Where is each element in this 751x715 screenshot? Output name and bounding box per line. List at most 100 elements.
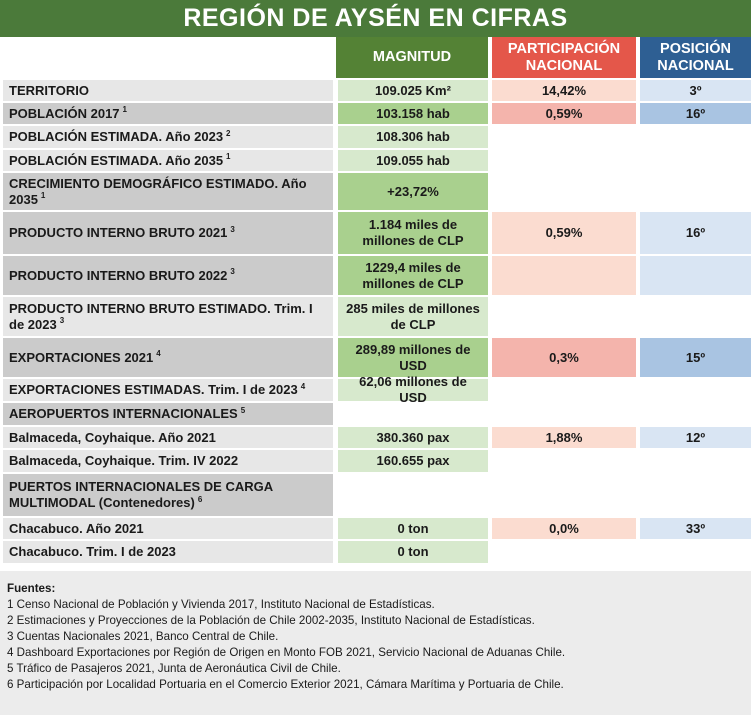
table-row: EXPORTACIONES ESTIMADAS. Trim. I de 2023…: [0, 374, 751, 405]
table-row: PRODUCTO INTERNO BRUTO 2022 3 1229,4 miles…: [0, 256, 751, 295]
table-row: EXPORTACIONES 2021 4 289,89 millones de US…: [0, 338, 751, 377]
row-label-text: PRODUCTO INTERNO BRUTO 2021: [9, 225, 228, 240]
table-row: Chacabuco. Año 2021 0 ton 0,0% 33º: [0, 518, 751, 539]
table-row: Balmaceda, Coyhaique. Trim. IV 2022 160.6…: [0, 450, 751, 472]
row-label-text: Chacabuco. Año 2021: [9, 520, 144, 536]
cell-posicion: 3º: [640, 80, 751, 101]
cell-participacion: [492, 256, 636, 295]
row-label-text: EXPORTACIONES ESTIMADAS. Trim. I de 2023: [9, 382, 298, 397]
footnote-marker: 5: [240, 405, 246, 415]
cell-magnitud: 1.184 miles de millones de CLP: [338, 212, 488, 254]
source-item: 4 Dashboard Exportaciones por Región de …: [7, 646, 566, 659]
cell-posicion: 16º: [640, 103, 751, 124]
table-row: AEROPUERTOS INTERNACIONALES 5: [0, 403, 751, 425]
cell-participacion: 0,59%: [492, 103, 636, 124]
row-label: TERRITORIO: [3, 80, 333, 101]
table-row: CRECIMIENTO DEMOGRÁFICO ESTIMADO. Año 20…: [0, 173, 751, 210]
cell-participacion: 0,0%: [492, 518, 636, 539]
row-label: PRODUCTO INTERNO BRUTO ESTIMADO. Trim. I…: [3, 297, 333, 336]
row-label-text: TERRITORIO: [9, 82, 89, 98]
cell-posicion: 12º: [640, 427, 751, 448]
cell-magnitud: 289,89 millones de USD: [338, 338, 488, 377]
footnote-marker: 2: [226, 128, 231, 138]
row-label: EXPORTACIONES 2021 4: [3, 338, 333, 377]
row-label-text: Chacabuco. Trim. I de 2023: [9, 544, 176, 559]
table-row: POBLACIÓN ESTIMADA. Año 2035 1 109.055 hab: [0, 150, 751, 171]
table-row: PUERTOS INTERNACIONALES DE CARGA MULTIMO…: [0, 474, 751, 516]
row-label-text: CRECIMIENTO DEMOGRÁFICO ESTIMADO. Año 20…: [9, 175, 307, 207]
row-label-text: PRODUCTO INTERNO BRUTO 2022: [9, 267, 228, 283]
row-label-text: EXPORTACIONES 2021: [9, 349, 154, 365]
row-label-text: PUERTOS INTERNACIONALES DE CARGA MULTIMO…: [9, 479, 273, 510]
source-item: 5 Tráfico de Pasajeros 2021, Junta de Ae…: [7, 662, 341, 675]
cell-magnitud: 1229,4 miles de millones de CLP: [338, 256, 488, 295]
source-item: 3 Cuentas Nacionales 2021, Banco Central…: [7, 630, 279, 643]
row-label: Balmaceda, Coyhaique. Trim. IV 2022: [3, 450, 333, 472]
cell-posicion: [640, 256, 751, 295]
row-label: PRODUCTO INTERNO BRUTO 2022 3: [3, 256, 333, 295]
cell-magnitud: 109.025 Km²: [338, 80, 488, 101]
cell-participacion: 1,88%: [492, 427, 636, 448]
source-item: 6 Participación por Localidad Portuaria …: [7, 678, 564, 691]
footnote-marker: 1: [226, 152, 231, 162]
row-label-text: AEROPUERTOS INTERNACIONALES: [9, 406, 238, 421]
footnote-marker: 3: [59, 316, 65, 326]
footnote-marker: 1: [40, 191, 46, 201]
source-item: 2 Estimaciones y Proyecciones de la Pobl…: [7, 614, 535, 627]
cell-magnitud: 103.158 hab: [338, 103, 488, 124]
row-label: CRECIMIENTO DEMOGRÁFICO ESTIMADO. Año 20…: [3, 173, 333, 210]
row-label: EXPORTACIONES ESTIMADAS. Trim. I de 2023…: [3, 379, 333, 401]
row-label-text: Balmaceda, Coyhaique. Trim. IV 2022: [9, 453, 239, 468]
row-label: PUERTOS INTERNACIONALES DE CARGA MULTIMO…: [3, 474, 333, 516]
cell-posicion: 15º: [640, 338, 751, 377]
footnote-marker: 4: [156, 349, 161, 359]
page-title: REGIÓN DE AYSÉN EN CIFRAS: [183, 4, 568, 32]
sources-title: Fuentes:: [7, 582, 56, 595]
table-row: Balmaceda, Coyhaique. Año 2021 380.360 pa…: [0, 427, 751, 448]
cell-magnitud: 0 ton: [338, 541, 488, 563]
row-label: PRODUCTO INTERNO BRUTO 2021 3: [3, 212, 333, 254]
row-label-text: POBLACIÓN ESTIMADA. Año 2035: [9, 152, 224, 168]
cell-posicion: 16º: [640, 212, 751, 254]
cell-posicion: 33º: [640, 518, 751, 539]
title-bar: REGIÓN DE AYSÉN EN CIFRAS: [0, 0, 751, 37]
row-label: Balmaceda, Coyhaique. Año 2021: [3, 427, 333, 448]
table-row: PRODUCTO INTERNO BRUTO 2021 3 1.184 miles …: [0, 212, 751, 254]
footnote-marker: 1: [122, 105, 127, 115]
header-participacion: PARTICIPACIÓN NACIONAL: [492, 37, 636, 78]
row-label-text: POBLACIÓN 2017: [9, 105, 120, 121]
cell-magnitud: +23,72%: [338, 173, 488, 210]
row-label-text: PRODUCTO INTERNO BRUTO ESTIMADO. Trim. I…: [9, 300, 313, 332]
cell-participacion: 0,3%: [492, 338, 636, 377]
table-row: PRODUCTO INTERNO BRUTO ESTIMADO. Trim. I…: [0, 297, 751, 336]
cell-magnitud: 109.055 hab: [338, 150, 488, 171]
cell-participacion: 14,42%: [492, 80, 636, 101]
row-label: AEROPUERTOS INTERNACIONALES 5: [3, 403, 333, 425]
row-label-text: POBLACIÓN ESTIMADA. Año 2023: [9, 129, 224, 144]
footnote-marker: 3: [230, 267, 235, 277]
row-label: Chacabuco. Trim. I de 2023: [3, 541, 333, 563]
footnote-marker: 4: [300, 381, 306, 391]
cell-magnitud: 62,06 millones de USD: [338, 374, 488, 405]
footnote-marker: 6: [197, 494, 203, 504]
row-label: Chacabuco. Año 2021: [3, 518, 333, 539]
table-row: TERRITORIO 109.025 Km² 14,42% 3º: [0, 80, 751, 101]
source-item: 1 Censo Nacional de Población y Vivienda…: [7, 598, 435, 611]
sources-section: Fuentes: 1 Censo Nacional de Población y…: [0, 571, 751, 715]
table-row: Chacabuco. Trim. I de 2023 0 ton: [0, 541, 751, 563]
row-label: POBLACIÓN 2017 1: [3, 103, 333, 124]
table-header: MAGNITUD PARTICIPACIÓN NACIONAL POSICIÓN…: [0, 37, 751, 78]
cell-magnitud: 160.655 pax: [338, 450, 488, 472]
cell-magnitud: 0 ton: [338, 518, 488, 539]
header-magnitud: MAGNITUD: [336, 37, 488, 78]
footnote-marker: 3: [230, 224, 235, 234]
header-posicion: POSICIÓN NACIONAL: [640, 37, 751, 78]
cell-participacion: 0,59%: [492, 212, 636, 254]
cell-magnitud: 380.360 pax: [338, 427, 488, 448]
row-label: POBLACIÓN ESTIMADA. Año 2023 2: [3, 126, 333, 148]
cell-magnitud: 108.306 hab: [338, 126, 488, 148]
row-label-text: Balmaceda, Coyhaique. Año 2021: [9, 429, 216, 445]
row-label: POBLACIÓN ESTIMADA. Año 2035 1: [3, 150, 333, 171]
cell-magnitud: 285 miles de millones de CLP: [338, 297, 488, 336]
